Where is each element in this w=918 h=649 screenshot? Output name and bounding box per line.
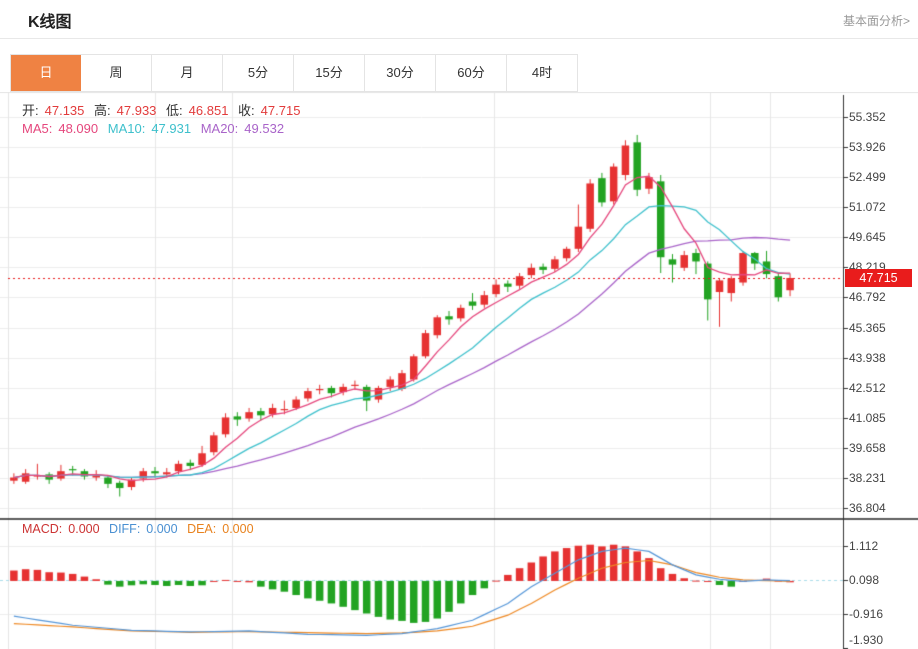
tab-interval-2[interactable]: 月: [152, 55, 223, 91]
dea-value: 0.000: [222, 522, 254, 536]
price-axis-label: 36.804: [849, 501, 886, 515]
ma20-value: 49.532: [244, 121, 285, 136]
price-axis-label: 43.938: [849, 350, 886, 365]
price-axis-label: 51.072: [849, 200, 886, 215]
price-axis-label: 53.926: [849, 140, 886, 155]
price-axis-label: 52.499: [849, 170, 886, 185]
ma10-value: 47.931: [151, 121, 192, 136]
ma5-value: 48.090: [58, 121, 99, 136]
price-axis-label: 38.231: [849, 470, 886, 485]
tab-interval-3[interactable]: 5分: [223, 55, 294, 91]
macd-legend: MACD: 0.000 DIFF: 0.000 DEA: 0.000: [22, 522, 260, 536]
current-price-badge: 47.715: [845, 268, 912, 287]
price-axis-label: 46.792: [849, 290, 886, 305]
diff-label: DIFF:: [109, 522, 141, 536]
tab-interval-0[interactable]: 日: [11, 55, 81, 91]
price-axis-label: 41.085: [849, 410, 886, 425]
kline-chart-canvas[interactable]: [0, 92, 918, 649]
close-label: 收:: [238, 103, 255, 118]
macd-axis-label: 0.098: [849, 573, 880, 587]
macd-axis-label: 1.112: [849, 538, 879, 553]
price-axis-label: 45.365: [849, 320, 886, 335]
tab-interval-6[interactable]: 60分: [436, 55, 507, 91]
macd-label: MACD:: [22, 522, 63, 536]
ohlc-legend: 开: 47.135 高: 47.933 低: 46.851 收: 47.715: [22, 100, 306, 119]
fundamental-analysis-link[interactable]: 基本面分析>: [842, 14, 910, 28]
price-axis-label: 49.645: [849, 230, 886, 245]
tab-interval-1[interactable]: 周: [81, 55, 152, 91]
tab-interval-4[interactable]: 15分: [294, 55, 365, 91]
ma5-label: MA5:: [22, 121, 53, 136]
open-value: 47.135: [44, 103, 85, 118]
header-divider: [0, 38, 918, 39]
ma20-label: MA20:: [200, 121, 239, 136]
low-value: 46.851: [188, 103, 229, 118]
page-title: K线图: [28, 14, 72, 31]
diff-value: 0.000: [146, 522, 178, 536]
tab-interval-7[interactable]: 4时: [507, 55, 577, 91]
dea-label: DEA:: [187, 522, 217, 536]
price-axis-label: 39.658: [849, 440, 886, 455]
price-axis-label: 42.512: [849, 380, 886, 395]
open-label: 开:: [22, 103, 39, 118]
ma10-label: MA10:: [107, 121, 146, 136]
high-value: 47.933: [116, 103, 157, 118]
macd-axis-label: -1.930: [849, 633, 884, 647]
close-value: 47.715: [260, 103, 301, 118]
macd-value: 0.000: [68, 522, 100, 536]
price-axis-label: 55.352: [849, 110, 886, 124]
high-label: 高:: [94, 103, 111, 118]
ma-legend: MA5: 48.090 MA10: 47.931 MA20: 49.532: [22, 121, 290, 136]
interval-tabbar: 日周月 5分 15分 30分 60分 4时: [10, 54, 578, 92]
low-label: 低:: [166, 103, 183, 118]
macd-axis-label: -0.916: [849, 607, 884, 622]
tab-interval-5[interactable]: 30分: [365, 55, 436, 91]
